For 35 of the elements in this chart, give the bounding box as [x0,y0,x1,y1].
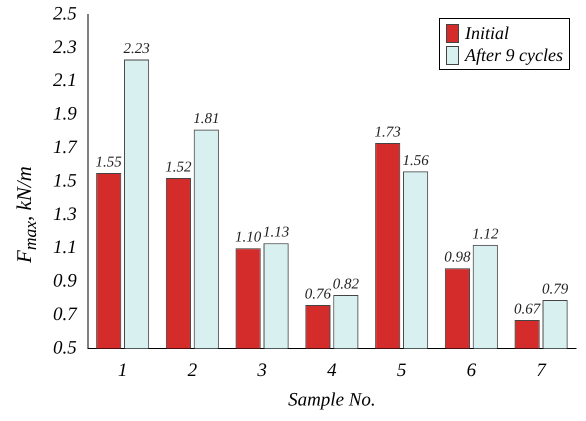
y-tick-label: 2.1 [53,70,77,92]
data-label: 0.76 [304,286,332,302]
data-label: 0.82 [332,276,360,292]
legend-label: Initial [464,22,510,44]
data-label: 1.52 [165,159,192,176]
y-tick-label: 2.5 [53,3,77,24]
y-tick-label: 0.9 [53,270,78,292]
x-axis-title: Sample No. [288,390,376,411]
y-tick-label: 1.3 [53,204,77,225]
y-tick-label: 0.5 [53,337,77,358]
y-tick-label: 1.7 [53,137,78,158]
y-tick-label: 1.1 [53,237,77,258]
legend-label: After 9 cycles [463,44,563,66]
data-label: 2.23 [123,40,150,57]
x-tick-label: 2 [188,360,198,381]
x-tick-label: 4 [327,360,338,381]
data-label: 1.56 [402,152,430,169]
data-label: 1.73 [374,124,401,140]
y-tick-label: 1.9 [53,104,78,125]
data-label: 0.79 [542,281,569,298]
x-tick-label: 1 [118,360,128,381]
y-tick-label: 0.7 [53,304,78,325]
data-label: 1.55 [96,154,122,170]
data-label: 0.67 [514,301,542,318]
x-tick-label: 5 [396,360,406,381]
data-label: 1.81 [193,111,220,128]
x-tick-label: 3 [256,360,267,381]
x-tick-label: 6 [466,360,477,381]
data-label: 1.13 [262,224,290,241]
data-label: 0.98 [444,250,472,266]
data-label: 1.10 [235,230,262,246]
data-label: 1.12 [472,226,499,242]
y-tick-label: 1.5 [53,170,77,192]
x-tick-label: 7 [536,360,548,381]
y-tick-label: 2.3 [53,36,77,58]
